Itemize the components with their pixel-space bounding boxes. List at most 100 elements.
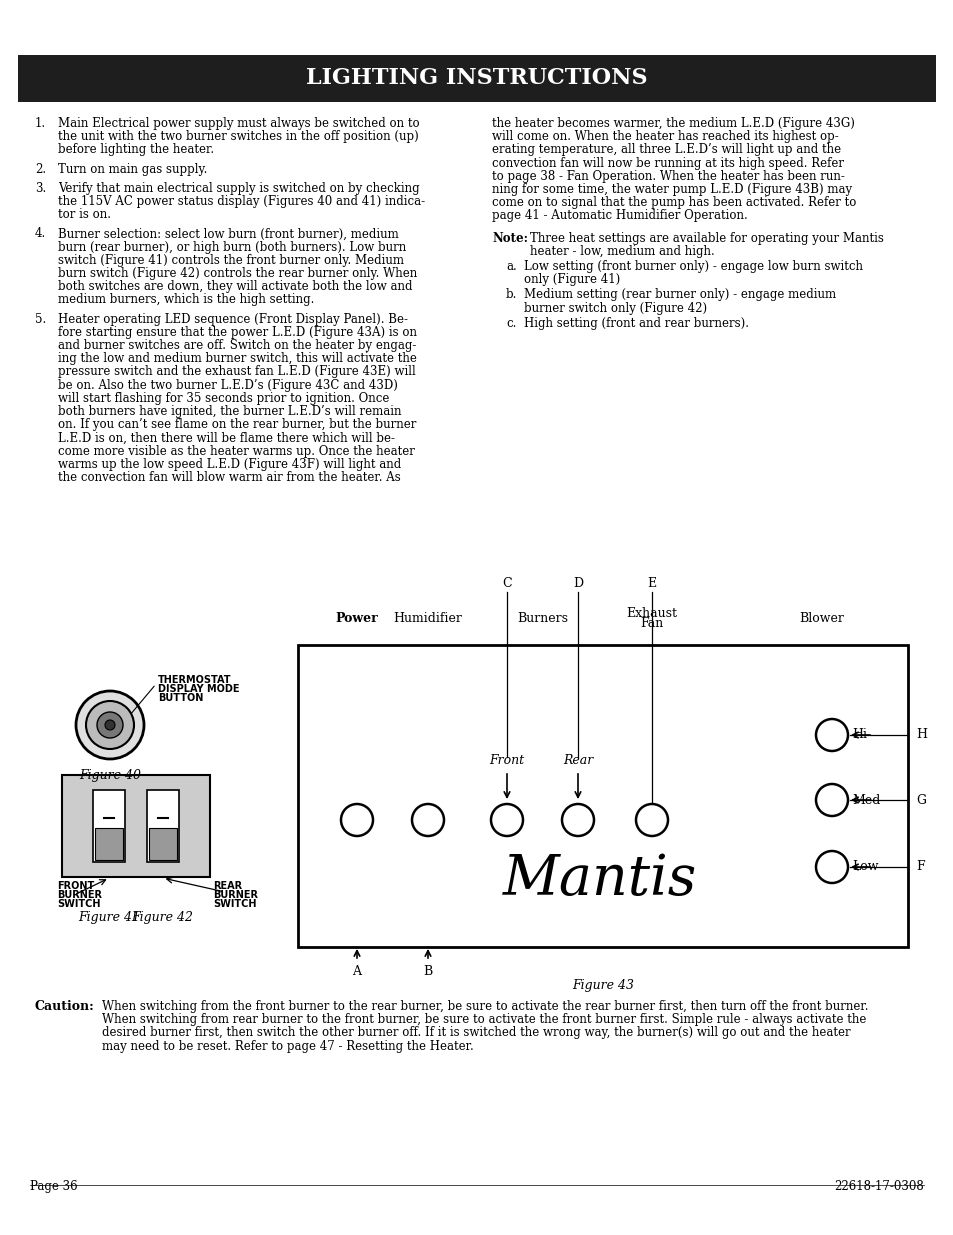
Text: Mantis: Mantis	[502, 852, 697, 908]
Text: ning for some time, the water pump L.E.D (Figure 43B) may: ning for some time, the water pump L.E.D…	[492, 183, 851, 196]
Text: medium burners, which is the high setting.: medium burners, which is the high settin…	[58, 294, 314, 306]
Text: G: G	[915, 794, 925, 806]
Circle shape	[97, 713, 123, 739]
Text: will start flashing for 35 seconds prior to ignition. Once: will start flashing for 35 seconds prior…	[58, 391, 389, 405]
Text: desired burner first, then switch the other burner off. If it is switched the wr: desired burner first, then switch the ot…	[102, 1026, 850, 1040]
Text: Burners: Burners	[517, 613, 567, 625]
Circle shape	[76, 692, 144, 760]
Text: the convection fan will blow warm air from the heater. As: the convection fan will blow warm air fr…	[58, 471, 400, 484]
Text: BURNER: BURNER	[57, 890, 102, 900]
Text: When switching from the front burner to the rear burner, be sure to activate the: When switching from the front burner to …	[102, 1000, 867, 1013]
Bar	[18, 56, 935, 103]
Text: Heater operating LED sequence (Front Display Panel). Be-: Heater operating LED sequence (Front Dis…	[58, 312, 408, 326]
Circle shape	[86, 701, 133, 748]
Text: BUTTON: BUTTON	[158, 693, 203, 703]
Text: FRONT: FRONT	[57, 881, 94, 890]
Text: Figure 43: Figure 43	[572, 979, 634, 992]
Text: may need to be reset. Refer to page 47 - Resetting the Heater.: may need to be reset. Refer to page 47 -…	[102, 1040, 474, 1052]
Text: 4.: 4.	[35, 227, 46, 241]
Text: Main Electrical power supply must always be switched on to: Main Electrical power supply must always…	[58, 117, 419, 130]
Text: E: E	[647, 577, 656, 590]
Text: 1.: 1.	[35, 117, 46, 130]
Text: When switching from rear burner to the front burner, be sure to activate the fro: When switching from rear burner to the f…	[102, 1013, 865, 1026]
Text: both switches are down, they will activate both the low and: both switches are down, they will activa…	[58, 280, 412, 293]
Text: BURNER: BURNER	[213, 890, 257, 900]
Text: ing the low and medium burner switch, this will activate the: ing the low and medium burner switch, th…	[58, 352, 416, 366]
Text: Figure 41: Figure 41	[78, 911, 140, 924]
Text: Medium setting (rear burner only) - engage medium: Medium setting (rear burner only) - enga…	[523, 289, 835, 301]
Text: be on. Also the two burner L.E.D’s (Figure 43C and 43D): be on. Also the two burner L.E.D’s (Figu…	[58, 379, 397, 391]
Text: Three heat settings are available for operating your Mantis: Three heat settings are available for op…	[530, 232, 882, 245]
Text: THERMOSTAT: THERMOSTAT	[158, 676, 232, 685]
Text: Med: Med	[851, 794, 880, 806]
Text: burn (rear burner), or high burn (both burners). Low burn: burn (rear burner), or high burn (both b…	[58, 241, 406, 253]
Text: 3.: 3.	[35, 182, 46, 195]
Text: Caution:: Caution:	[35, 1000, 94, 1013]
Text: Exhaust: Exhaust	[626, 606, 677, 620]
Text: before lighting the heater.: before lighting the heater.	[58, 143, 213, 157]
Text: LIGHTING INSTRUCTIONS: LIGHTING INSTRUCTIONS	[306, 68, 647, 89]
Text: Figure 40: Figure 40	[79, 769, 141, 782]
Text: Note:: Note:	[492, 232, 527, 245]
Text: a.: a.	[505, 261, 517, 273]
Text: Hi: Hi	[851, 729, 866, 741]
Text: Low: Low	[851, 861, 878, 873]
Circle shape	[105, 720, 115, 730]
Text: Fan: Fan	[639, 618, 663, 630]
Text: C: C	[501, 577, 511, 590]
Bar	[147, 790, 178, 862]
Text: both burners have ignited, the burner L.E.D’s will remain: both burners have ignited, the burner L.…	[58, 405, 401, 417]
Text: on. If you can’t see flame on the rear burner, but the burner: on. If you can’t see flame on the rear b…	[58, 419, 416, 431]
Text: F: F	[915, 861, 923, 873]
Text: to page 38 - Fan Operation. When the heater has been run-: to page 38 - Fan Operation. When the hea…	[492, 169, 844, 183]
Text: burner switch only (Figure 42): burner switch only (Figure 42)	[523, 301, 706, 315]
Text: c.: c.	[505, 317, 516, 330]
Bar	[95, 827, 123, 860]
Text: Figure 42: Figure 42	[132, 911, 193, 924]
Text: 22618-17-0308: 22618-17-0308	[833, 1179, 923, 1193]
Text: convection fan will now be running at its high speed. Refer: convection fan will now be running at it…	[492, 157, 843, 169]
Text: come more visible as the heater warms up. Once the heater: come more visible as the heater warms up…	[58, 445, 415, 458]
Bar	[149, 827, 176, 860]
Text: Power: Power	[335, 613, 378, 625]
Text: H: H	[915, 729, 926, 741]
Text: 2.: 2.	[35, 163, 46, 175]
Text: fore starting ensure that the power L.E.D (Figure 43A) is on: fore starting ensure that the power L.E.…	[58, 326, 416, 338]
Text: come on to signal that the pump has been activated. Refer to: come on to signal that the pump has been…	[492, 196, 856, 209]
Bar	[93, 790, 125, 862]
Text: only (Figure 41): only (Figure 41)	[523, 273, 619, 287]
Text: REAR: REAR	[213, 881, 242, 890]
Text: Humidifier: Humidifier	[394, 613, 462, 625]
Text: A: A	[352, 965, 361, 978]
Text: SWITCH: SWITCH	[213, 899, 256, 909]
Text: warms up the low speed L.E.D (Figure 43F) will light and: warms up the low speed L.E.D (Figure 43F…	[58, 458, 401, 471]
Text: the 115V AC power status display (Figures 40 and 41) indica-: the 115V AC power status display (Figure…	[58, 195, 425, 207]
Text: pressure switch and the exhaust fan L.E.D (Figure 43E) will: pressure switch and the exhaust fan L.E.…	[58, 366, 416, 378]
Bar	[297, 645, 907, 947]
Text: Rear: Rear	[562, 755, 593, 767]
Text: 5.: 5.	[35, 312, 46, 326]
Text: Page 36: Page 36	[30, 1179, 77, 1193]
Bar	[62, 776, 210, 877]
Text: SWITCH: SWITCH	[57, 899, 100, 909]
Text: Front: Front	[489, 755, 524, 767]
Text: B: B	[423, 965, 432, 978]
Text: the heater becomes warmer, the medium L.E.D (Figure 43G): the heater becomes warmer, the medium L.…	[492, 117, 854, 130]
Text: switch (Figure 41) controls the front burner only. Medium: switch (Figure 41) controls the front bu…	[58, 254, 403, 267]
Text: heater - low, medium and high.: heater - low, medium and high.	[530, 245, 714, 258]
Text: b.: b.	[505, 289, 517, 301]
Text: High setting (front and rear burners).: High setting (front and rear burners).	[523, 317, 748, 330]
Text: burn switch (Figure 42) controls the rear burner only. When: burn switch (Figure 42) controls the rea…	[58, 267, 416, 280]
Text: Turn on main gas supply.: Turn on main gas supply.	[58, 163, 207, 175]
Text: and burner switches are off. Switch on the heater by engag-: and burner switches are off. Switch on t…	[58, 338, 416, 352]
Text: the unit with the two burner switches in the off position (up): the unit with the two burner switches in…	[58, 130, 418, 143]
Text: Low setting (front burner only) - engage low burn switch: Low setting (front burner only) - engage…	[523, 261, 862, 273]
Text: erating temperature, all three L.E.D’s will light up and the: erating temperature, all three L.E.D’s w…	[492, 143, 841, 157]
Text: Blower: Blower	[799, 613, 843, 625]
Text: will come on. When the heater has reached its highest op-: will come on. When the heater has reache…	[492, 130, 838, 143]
Text: page 41 - Automatic Humidifier Operation.: page 41 - Automatic Humidifier Operation…	[492, 210, 747, 222]
Text: L.E.D is on, then there will be flame there which will be-: L.E.D is on, then there will be flame th…	[58, 431, 395, 445]
Text: D: D	[573, 577, 582, 590]
Text: Burner selection: select low burn (front burner), medium: Burner selection: select low burn (front…	[58, 227, 398, 241]
Text: DISPLAY MODE: DISPLAY MODE	[158, 684, 239, 694]
